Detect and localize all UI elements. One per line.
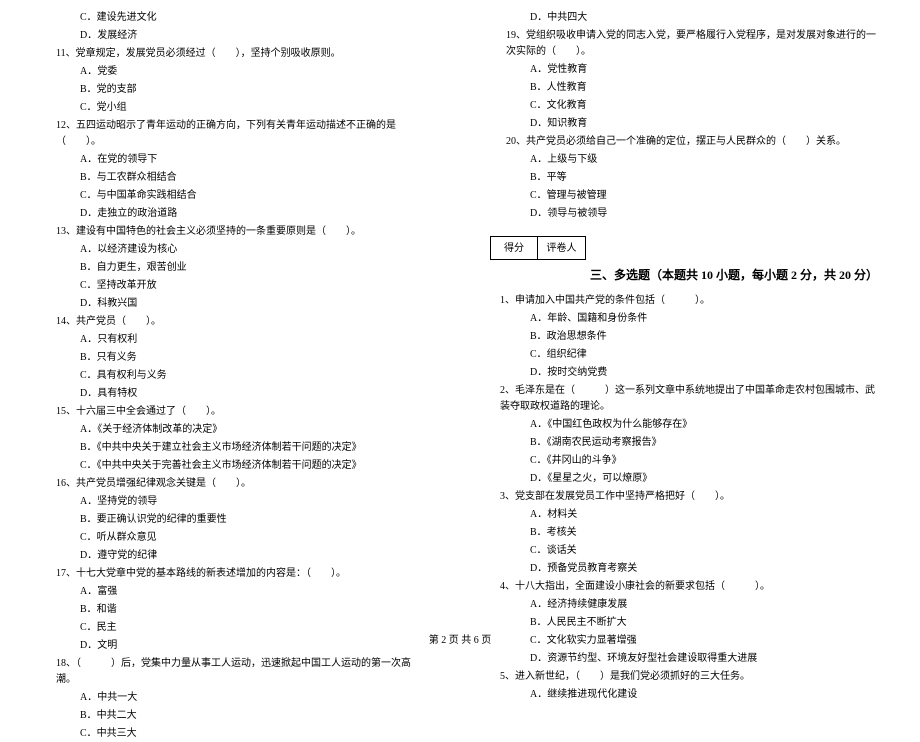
q11-optA: A．党委 [40,64,430,80]
q15-optA: A．《关于经济体制改革的决定》 [40,422,430,438]
q14-stem: 14、共产党员（ ）。 [40,314,430,330]
q15-optB: B．《中共中央关于建立社会主义市场经济体制若干问题的决定》 [40,440,430,456]
q10-optC: C．建设先进文化 [40,10,430,26]
m1-optA: A．年龄、国籍和身份条件 [490,311,880,327]
q19-optC: C．文化教育 [490,98,880,114]
q19-optB: B．人性教育 [490,80,880,96]
q19-optA: A．党性教育 [490,62,880,78]
m1-optB: B．政治思想条件 [490,329,880,345]
q12-optA: A．在党的领导下 [40,152,430,168]
q14-optB: B．只有义务 [40,350,430,366]
q16-stem: 16、共产党员增强纪律观念关键是（ ）。 [40,476,430,492]
m5-stem: 5、进入新世纪，（ ）是我们党必须抓好的三大任务。 [490,669,880,685]
q16-optD: D．遵守党的纪律 [40,548,430,564]
q19-stem: 19、党组织吸收申请入党的同志入党，要严格履行入党程序，是对发展对象进行的一次实… [490,28,880,60]
q20-optD: D．领导与被领导 [490,206,880,222]
q12-optD: D．走独立的政治道路 [40,206,430,222]
q10-optD: D．发展经济 [40,28,430,44]
page-footer: 第 2 页 共 6 页 [0,631,920,646]
m3-optA: A．材料关 [490,507,880,523]
m2-optC: C．《井冈山的斗争》 [490,453,880,469]
score-box: 得分 评卷人 [490,236,880,260]
m4-optB: B．人民民主不断扩大 [490,615,880,631]
m4-optD: D．资源节约型、环境友好型社会建设取得重大进展 [490,651,880,667]
q20-optC: C．管理与被管理 [490,188,880,204]
q18-optA: A．中共一大 [40,690,430,706]
q18-optC: C．中共三大 [40,726,430,742]
q12-optC: C．与中国革命实践相结合 [40,188,430,204]
q15-optC: C．《中共中央关于完善社会主义市场经济体制若干问题的决定》 [40,458,430,474]
q17-optA: A．富强 [40,584,430,600]
q12-optB: B．与工农群众相结合 [40,170,430,186]
right-column: D．中共四大 19、党组织吸收申请入党的同志入党，要严格履行入党程序，是对发展对… [460,0,920,650]
q18-stem: 18、（ ）后，党集中力量从事工人运动，迅速掀起中国工人运动的第一次高潮。 [40,656,430,688]
m1-optD: D．按时交纳党费 [490,365,880,381]
q11-stem: 11、党章规定，发展党员必须经过（ ），坚持个别吸收原则。 [40,46,430,62]
q19-optD: D．知识教育 [490,116,880,132]
q17-optB: B．和谐 [40,602,430,618]
m4-optA: A．经济持续健康发展 [490,597,880,613]
q13-optD: D．科教兴国 [40,296,430,312]
m3-optD: D．预备党员教育考察关 [490,561,880,577]
q13-optB: B．自力更生，艰苦创业 [40,260,430,276]
q20-optA: A．上级与下级 [490,152,880,168]
left-column: C．建设先进文化 D．发展经济 11、党章规定，发展党员必须经过（ ），坚持个别… [0,0,460,650]
grader-label: 评卷人 [538,236,586,260]
q20-stem: 20、共产党员必须给自己一个准确的定位，摆正与人民群众的（ ）关系。 [490,134,880,150]
q11-optB: B．党的支部 [40,82,430,98]
q13-stem: 13、建设有中国特色的社会主义必须坚持的一条重要原则是（ ）。 [40,224,430,240]
m1-optC: C．组织纪律 [490,347,880,363]
m2-optA: A．《中国红色政权为什么能够存在》 [490,417,880,433]
m5-optA: A．继续推进现代化建设 [490,687,880,703]
q13-optA: A．以经济建设为核心 [40,242,430,258]
section-title: 三、多选题（本题共 10 小题，每小题 2 分，共 20 分） [490,266,880,285]
q14-optC: C．具有权利与义务 [40,368,430,384]
q16-optB: B．要正确认识党的纪律的重要性 [40,512,430,528]
m1-stem: 1、申请加入中国共产党的条件包括（ ）。 [490,293,880,309]
q20-optB: B．平等 [490,170,880,186]
q13-optC: C．坚持改革开放 [40,278,430,294]
m4-stem: 4、十八大指出，全面建设小康社会的新要求包括（ ）。 [490,579,880,595]
q18-optD: D．中共四大 [490,10,880,26]
q16-optC: C．听从群众意见 [40,530,430,546]
m2-stem: 2、毛泽东是在（ ）这一系列文章中系统地提出了中国革命走农村包围城市、武装夺取政… [490,383,880,415]
q16-optA: A．坚持党的领导 [40,494,430,510]
q18-optB: B．中共二大 [40,708,430,724]
m2-optD: D．《星星之火，可以燎原》 [490,471,880,487]
q15-stem: 15、十六届三中全会通过了（ ）。 [40,404,430,420]
q14-optD: D．具有特权 [40,386,430,402]
m2-optB: B．《湖南农民运动考察报告》 [490,435,880,451]
q14-optA: A．只有权利 [40,332,430,348]
score-label: 得分 [490,236,538,260]
q12-stem: 12、五四运动昭示了青年运动的正确方向，下列有关青年运动描述不正确的是（ ）。 [40,118,430,150]
q17-stem: 17、十七大党章中党的基本路线的新表述增加的内容是：（ ）。 [40,566,430,582]
m3-optC: C．谈话关 [490,543,880,559]
m3-stem: 3、党支部在发展党员工作中坚持严格把好（ ）。 [490,489,880,505]
m3-optB: B．考核关 [490,525,880,541]
q11-optC: C．党小组 [40,100,430,116]
